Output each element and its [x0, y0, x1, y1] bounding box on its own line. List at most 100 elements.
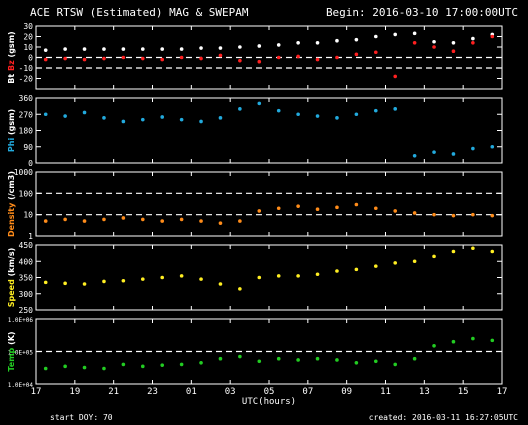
y-tick-label-4-1: 1.0E+05 [8, 350, 34, 357]
data-point-4-0-11 [257, 359, 262, 364]
data-point-4-0-7 [179, 362, 184, 367]
data-point-2-0-13 [296, 204, 300, 208]
y-axis-label-part-2-1: (/cm3) [7, 171, 16, 203]
data-point-2-0-8 [199, 219, 203, 223]
data-point-4-0-8 [199, 360, 203, 365]
y-axis-label-part-0-1: Bz [7, 60, 16, 74]
data-point-0-0-21 [451, 41, 456, 45]
data-point-0-1-7 [179, 55, 184, 60]
y-axis-label-part-4-1: (K) [7, 331, 16, 347]
y-tick-label-2-2: 100 [19, 189, 34, 198]
data-point-0-1-15 [335, 55, 339, 60]
data-point-4-0-20 [432, 343, 436, 348]
data-point-1-0-5 [140, 117, 145, 122]
panel-frame-3 [35, 244, 503, 311]
data-point-3-0-18 [393, 261, 398, 265]
data-point-3-0-10 [238, 287, 242, 291]
data-point-4-0-9 [218, 356, 223, 361]
data-point-0-0-11 [257, 44, 262, 48]
data-point-0-0-4 [121, 47, 126, 51]
data-point-1-0-20 [432, 150, 436, 154]
data-point-1-0-12 [276, 108, 281, 113]
x-tick-label-2: 21 [108, 387, 119, 397]
y-tick-label-0-1: -10 [19, 64, 34, 73]
data-point-0-0-22 [471, 36, 475, 41]
data-point-0-1-1 [63, 56, 67, 61]
data-point-4-0-13 [296, 358, 300, 362]
data-point-0-1-3 [102, 56, 106, 61]
y-axis-label-1: Phi (gsm) [7, 109, 16, 152]
data-point-0-1-16 [354, 52, 359, 57]
data-point-1-0-17 [373, 108, 378, 113]
y-tick-label-3-2: 350 [19, 274, 34, 283]
y-axis-label-part-0-0: Bt [7, 74, 16, 84]
data-point-2-0-14 [315, 207, 320, 212]
data-point-3-0-3 [102, 279, 106, 284]
data-point-4-0-18 [393, 362, 398, 367]
data-point-2-0-2 [82, 219, 87, 223]
data-point-0-1-4 [121, 55, 126, 60]
data-point-3-0-21 [451, 249, 456, 254]
data-point-0-0-7 [179, 47, 184, 51]
data-point-3-0-17 [373, 264, 378, 268]
data-point-0-1-21 [451, 49, 456, 53]
data-point-3-0-16 [354, 267, 359, 272]
data-point-2-0-6 [160, 219, 165, 223]
data-point-2-0-21 [451, 213, 456, 218]
data-point-1-0-15 [335, 116, 339, 120]
data-point-2-0-16 [354, 202, 359, 207]
data-point-2-0-9 [218, 221, 223, 225]
y-axis-label-part-1-1: (gsm) [7, 109, 16, 138]
data-point-2-0-20 [432, 212, 436, 217]
data-point-1-0-23 [490, 144, 495, 149]
y-axis-label-0: Bt Bz (gsm) [7, 31, 16, 83]
data-point-0-1-5 [140, 56, 145, 61]
y-axis-label-part-4-0: Temp [7, 347, 16, 371]
data-point-2-0-0 [43, 219, 48, 223]
data-point-2-0-7 [179, 217, 184, 222]
data-point-0-1-2 [82, 57, 87, 62]
y-tick-label-2-3: 1000 [14, 168, 33, 177]
x-tick-label-11: 15 [458, 387, 469, 397]
y-tick-label-0-2: 0 [28, 54, 33, 63]
data-point-4-0-12 [276, 356, 281, 361]
data-point-0-0-14 [315, 41, 320, 45]
data-point-0-1-17 [373, 50, 378, 55]
y-axis-label-part-2-0: Density [7, 202, 16, 237]
data-point-2-0-22 [471, 212, 475, 217]
data-point-4-0-5 [140, 364, 145, 369]
data-point-4-0-17 [373, 359, 378, 364]
data-point-3-0-14 [315, 272, 320, 277]
data-point-3-0-11 [257, 275, 262, 280]
data-point-1-0-19 [412, 153, 417, 158]
data-point-0-0-12 [276, 43, 281, 47]
data-point-4-0-14 [315, 356, 320, 361]
data-point-0-1-10 [238, 58, 242, 63]
data-point-4-0-15 [335, 358, 339, 362]
data-point-2-0-11 [257, 209, 262, 213]
data-point-0-0-1 [63, 47, 67, 51]
data-point-2-0-18 [393, 209, 398, 213]
data-point-1-0-18 [393, 107, 398, 111]
data-point-2-0-17 [373, 206, 378, 211]
data-point-0-1-18 [393, 74, 398, 79]
y-tick-label-1-3: 270 [19, 110, 34, 119]
data-point-0-0-17 [373, 34, 378, 39]
data-point-0-0-5 [140, 47, 145, 51]
data-point-4-0-22 [471, 336, 475, 341]
y-tick-label-3-0: 250 [19, 306, 34, 315]
start-doy: start DOY: 70 [50, 413, 113, 422]
data-point-1-0-14 [315, 114, 320, 118]
panel-frame-1 [35, 97, 503, 164]
data-point-0-0-0 [43, 48, 48, 52]
data-point-1-0-8 [199, 119, 203, 124]
data-point-3-0-5 [140, 277, 145, 281]
data-point-0-0-3 [102, 47, 106, 51]
data-point-0-0-20 [432, 39, 436, 44]
data-point-0-1-22 [471, 41, 475, 45]
created-timestamp: created: 2016-03-11 16:27:05UTC [368, 413, 518, 422]
data-point-0-1-6 [160, 57, 165, 62]
y-tick-label-1-2: 180 [19, 127, 34, 136]
data-point-2-0-19 [412, 211, 417, 215]
